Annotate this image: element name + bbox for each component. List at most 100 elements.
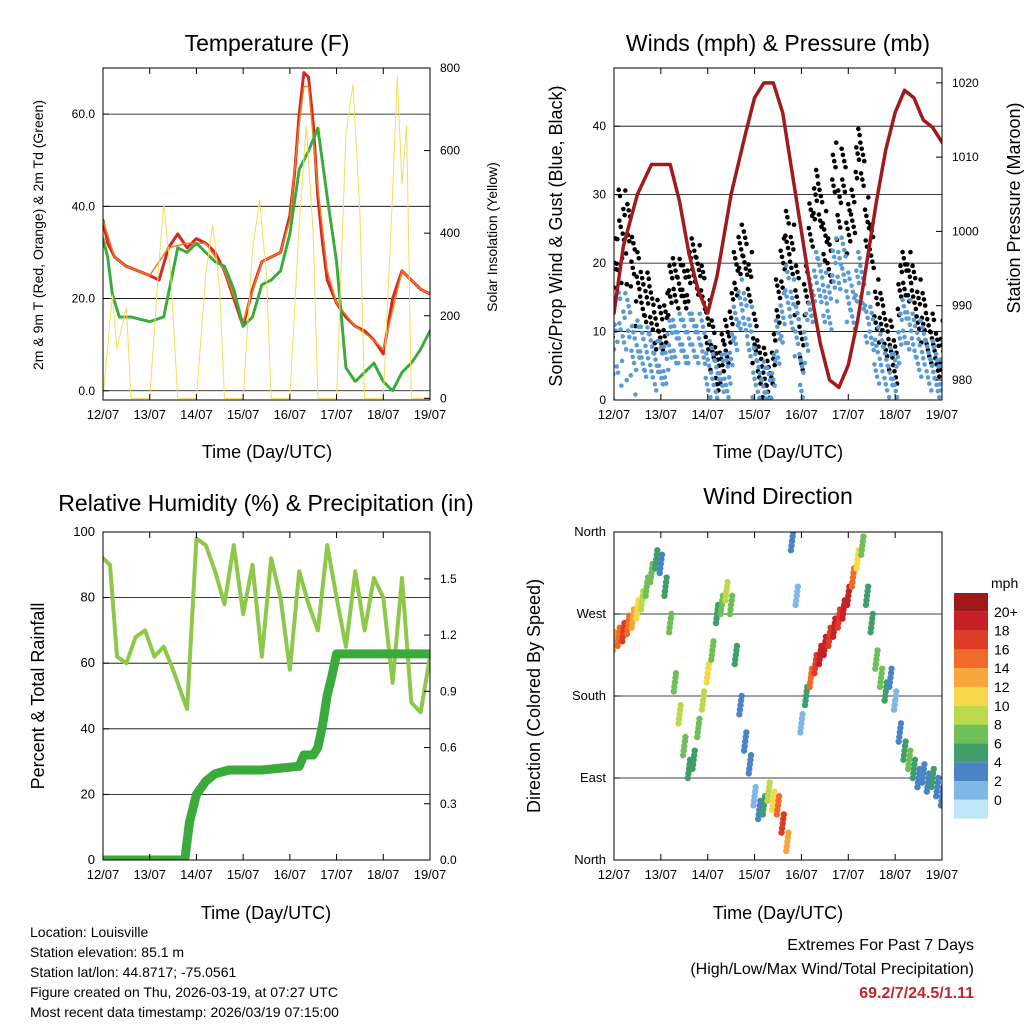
sonic-prop-wind-point bbox=[802, 360, 808, 366]
gust-point bbox=[732, 256, 738, 261]
gust-point bbox=[779, 254, 785, 260]
y2-tick-label: 990 bbox=[952, 299, 972, 313]
gust-point bbox=[820, 221, 826, 226]
sonic-prop-wind-point bbox=[877, 356, 883, 362]
gust-point bbox=[789, 265, 794, 271]
gust-point bbox=[720, 338, 726, 343]
sonic-prop-wind-point bbox=[797, 351, 802, 357]
direction-point bbox=[766, 779, 773, 786]
rh-plot-area bbox=[103, 536, 430, 860]
sonic-prop-wind-point bbox=[799, 388, 804, 394]
y-tick-label: 100 bbox=[73, 524, 95, 539]
sonic-prop-wind-point bbox=[915, 361, 921, 367]
gust-point bbox=[888, 318, 893, 323]
gust-point bbox=[680, 262, 686, 268]
gust-point bbox=[646, 276, 652, 282]
sonic-prop-wind-point bbox=[879, 338, 885, 343]
sonic-prop-wind-point bbox=[717, 371, 723, 376]
dir-xlabel: Time (Day/UTC) bbox=[713, 903, 843, 923]
colorbar-swatch bbox=[954, 705, 988, 725]
sonic-prop-wind-point bbox=[705, 357, 711, 362]
gust-point bbox=[813, 167, 819, 173]
direction-point bbox=[729, 592, 736, 599]
colorbar-swatch bbox=[954, 743, 988, 763]
gust-point bbox=[638, 269, 644, 275]
sonic-prop-wind-point bbox=[782, 321, 787, 327]
gust-point bbox=[852, 230, 858, 236]
gust-point bbox=[892, 368, 897, 374]
sonic-prop-wind-point bbox=[622, 315, 627, 321]
gust-point bbox=[907, 274, 913, 280]
x-tick-label: 17/07 bbox=[320, 867, 353, 882]
x-tick-label: 12/07 bbox=[598, 407, 631, 422]
sonic-prop-wind-point bbox=[711, 382, 717, 388]
gust-point bbox=[829, 177, 835, 182]
gust-point bbox=[695, 261, 700, 267]
gust-point bbox=[839, 177, 845, 182]
extremes-values: 69.2/7/24.5/1.11 bbox=[859, 985, 974, 1002]
sonic-prop-wind-point bbox=[653, 388, 659, 393]
wind-plot-area bbox=[614, 81, 942, 407]
gust-point bbox=[620, 231, 626, 236]
sonic-prop-wind-point bbox=[638, 324, 644, 330]
gust-point bbox=[669, 300, 674, 306]
gust-point bbox=[926, 323, 931, 328]
sonic-prop-wind-point bbox=[919, 349, 925, 355]
sonic-prop-wind-point bbox=[833, 260, 838, 266]
gust-point bbox=[734, 262, 739, 267]
sonic-prop-wind-point bbox=[675, 360, 681, 366]
sonic-prop-wind-point bbox=[625, 328, 631, 334]
gust-point bbox=[914, 314, 919, 319]
gust-point bbox=[880, 327, 885, 333]
x-tick-label: 17/07 bbox=[832, 867, 865, 882]
sonic-prop-wind-point bbox=[724, 388, 730, 394]
gust-point bbox=[639, 300, 644, 306]
gust-point bbox=[622, 212, 627, 218]
gust-point bbox=[665, 312, 671, 318]
dir-panel: 12/07 13/07 14/07 15/07 16/07 17/07 18/07 19/07… bbox=[572, 524, 1018, 882]
dir-ylabel: Direction (Colored By Speed) bbox=[524, 579, 544, 813]
x-tick-label: 13/07 bbox=[645, 407, 678, 422]
extremes-subtitle: (High/Low/Max Wind/Total Precipitation) bbox=[690, 961, 974, 978]
gust-point bbox=[790, 271, 796, 277]
sonic-prop-wind-point bbox=[814, 280, 820, 286]
gust-point bbox=[841, 158, 847, 164]
x-tick-label: 13/07 bbox=[645, 867, 678, 882]
gust-point bbox=[884, 323, 889, 328]
sonic-prop-wind-point bbox=[819, 299, 824, 305]
direction-point bbox=[696, 715, 703, 722]
sonic-prop-wind-point bbox=[873, 368, 879, 373]
direction-point bbox=[654, 547, 661, 554]
direction-point bbox=[724, 578, 731, 586]
gust-point bbox=[862, 158, 867, 164]
direction-point bbox=[897, 720, 905, 727]
sonic-prop-wind-point bbox=[647, 362, 653, 368]
y-tick-label: North bbox=[574, 524, 606, 539]
sonic-prop-wind-point bbox=[742, 321, 747, 327]
sonic-prop-wind-point bbox=[928, 357, 933, 362]
sonic-prop-wind-point bbox=[916, 367, 922, 373]
x-tick-label: 13/07 bbox=[133, 407, 166, 422]
gust-point bbox=[762, 351, 768, 357]
sonic-prop-wind-point bbox=[641, 336, 646, 342]
direction-point bbox=[614, 647, 617, 654]
direction-point bbox=[799, 711, 806, 718]
x-tick-label: 14/07 bbox=[180, 407, 213, 422]
gust-point bbox=[793, 263, 799, 269]
sonic-prop-wind-point bbox=[716, 402, 721, 407]
sonic-prop-wind-point bbox=[724, 357, 729, 363]
gust-point bbox=[858, 140, 863, 145]
gust-point bbox=[668, 269, 674, 275]
gust-point bbox=[855, 151, 860, 156]
gust-point bbox=[808, 207, 814, 212]
9m-t-line bbox=[103, 85, 430, 351]
sonic-prop-wind-point bbox=[639, 330, 645, 336]
gust-point bbox=[846, 232, 852, 238]
gust-point bbox=[748, 299, 753, 304]
gust-point bbox=[831, 183, 836, 189]
sonic-prop-wind-point bbox=[675, 329, 680, 335]
sonic-prop-wind-point bbox=[841, 272, 846, 278]
gust-point bbox=[858, 171, 864, 176]
sonic-prop-wind-point bbox=[887, 370, 893, 375]
gust-point bbox=[690, 242, 696, 247]
